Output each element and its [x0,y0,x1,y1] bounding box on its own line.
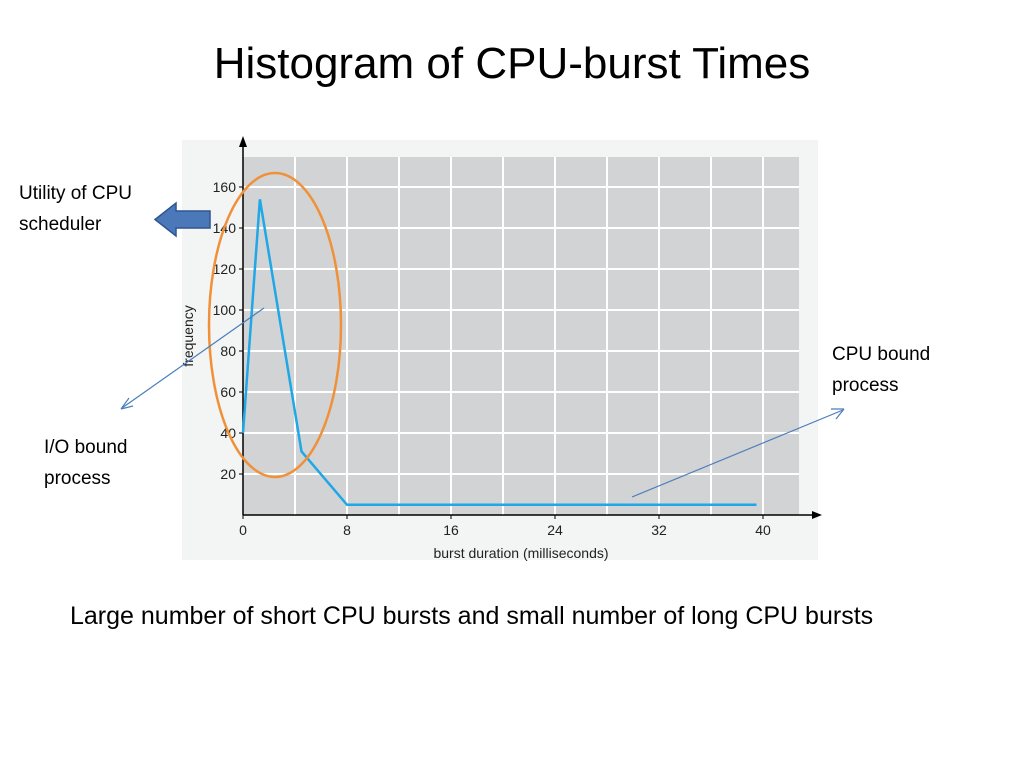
utility-note-line1: Utility of CPU [19,183,132,204]
slide-title: Histogram of CPU-burst Times [213,39,811,88]
utility-note: Utility of CPU scheduler [19,178,132,240]
io-bound-note: I/O bound process [44,432,127,494]
cpu-bound-note: CPU bound process [832,339,930,401]
x-tick-label: 40 [755,522,771,538]
slide-caption: Large number of short CPU bursts and sma… [70,602,874,630]
series [241,199,757,506]
io-bound-note-line2: process [44,468,111,489]
axes [239,136,822,519]
io-bound-note-line1: I/O bound [44,437,128,458]
y-tick-label: 60 [220,384,236,400]
y-tick-label: 100 [213,302,237,318]
y-axis-arrowhead-icon [239,136,247,147]
y-tick-label: 20 [220,466,236,482]
plot-area [243,157,799,515]
cpu-pointer-arrow [631,409,844,498]
io-pointer-arrow [121,307,265,409]
cpu-pointer-arrowhead-icon [831,408,845,420]
x-tick-label: 32 [651,522,667,538]
left-arrow-icon [153,201,211,238]
y-tick-label: 80 [220,343,236,359]
cpu-bound-note-line1: CPU bound [832,344,931,365]
x-tick-label: 0 [239,522,247,538]
x-tick-label: 16 [443,522,459,538]
y-tick-label: 160 [213,179,237,195]
x-axis-arrowhead-icon [812,511,822,519]
x-tick-label: 24 [547,522,563,538]
cpu-bound-note-line2: process [832,375,899,396]
grid [243,157,799,515]
highlight-ellipse [207,171,343,479]
x-tick-label: 8 [343,522,351,538]
y-tick-label: 120 [213,261,237,277]
io-pointer-arrowhead-icon [120,397,134,410]
x-axis-label: burst duration (milliseconds) [433,545,608,561]
utility-note-line2: scheduler [19,214,102,235]
y-axis-label: frequency [180,305,196,366]
